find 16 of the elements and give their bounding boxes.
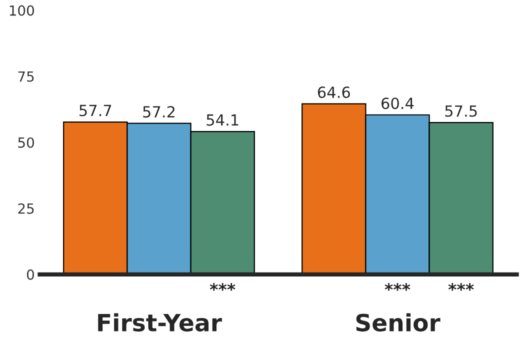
y-tick-label: 25 (18, 203, 34, 214)
y-tick-label: 75 (18, 71, 34, 82)
text: *** (210, 283, 236, 291)
y-tick-label: 100 (10, 5, 34, 16)
data-label: 57.2 (143, 106, 174, 118)
y-tick-label: 50 (18, 137, 34, 148)
data-label: 57.5 (445, 105, 477, 117)
data-label: 54.1 (206, 114, 238, 126)
data-label: 60.4 (382, 98, 414, 110)
text: *** (448, 283, 474, 291)
data-label: 57.7 (80, 104, 112, 116)
y-tick-label: 0 (26, 269, 34, 280)
text: *** (384, 283, 410, 291)
data-label: 64.6 (318, 86, 350, 98)
x-tick-label: Senior (356, 313, 440, 332)
x-tick-label: First-Year (98, 313, 222, 332)
